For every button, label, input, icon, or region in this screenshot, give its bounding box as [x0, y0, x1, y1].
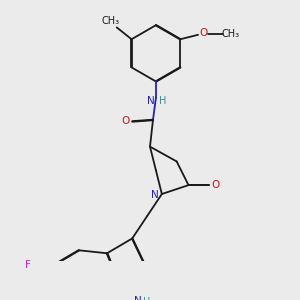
Text: O: O [199, 28, 208, 38]
Text: H: H [143, 297, 151, 300]
Text: CH₃: CH₃ [102, 16, 120, 26]
Text: N: N [147, 96, 154, 106]
Text: H: H [159, 96, 166, 106]
Text: F: F [25, 260, 31, 270]
Text: N: N [152, 190, 159, 200]
Text: N: N [134, 296, 142, 300]
Text: O: O [212, 180, 220, 190]
Text: CH₃: CH₃ [222, 29, 240, 39]
Text: O: O [122, 116, 130, 126]
